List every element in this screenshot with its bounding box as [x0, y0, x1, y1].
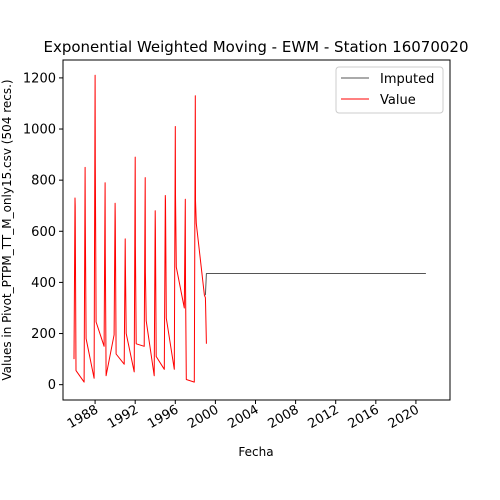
- y-tick-label: 1000: [23, 123, 56, 138]
- series-line-value: [73, 74, 207, 383]
- y-tick-label: 600: [31, 225, 56, 240]
- series-line-imputed: [204, 273, 426, 296]
- legend: Imputed Value: [335, 66, 444, 114]
- y-tick-label: 1200: [23, 71, 56, 86]
- y-tick-label: 200: [31, 327, 56, 342]
- x-axis-label: Fecha: [238, 445, 273, 459]
- plot-area: [62, 59, 451, 401]
- series-layer: [73, 74, 426, 383]
- y-axis-label: Values in Pivot_PTPM_TT_M_only15.csv (50…: [0, 79, 14, 380]
- legend-value-label: Value: [380, 93, 416, 108]
- y-tick-label: 400: [31, 276, 56, 291]
- chart-title: Exponential Weighted Moving - EWM - Stat…: [43, 38, 468, 56]
- legend-imputed-label: Imputed: [380, 72, 434, 87]
- y-axis: 0 200 400 600 800 1000 1200: [23, 71, 63, 393]
- y-tick-label: 800: [31, 174, 56, 189]
- plot-frame: [62, 59, 451, 401]
- y-tick-label: 0: [48, 378, 56, 393]
